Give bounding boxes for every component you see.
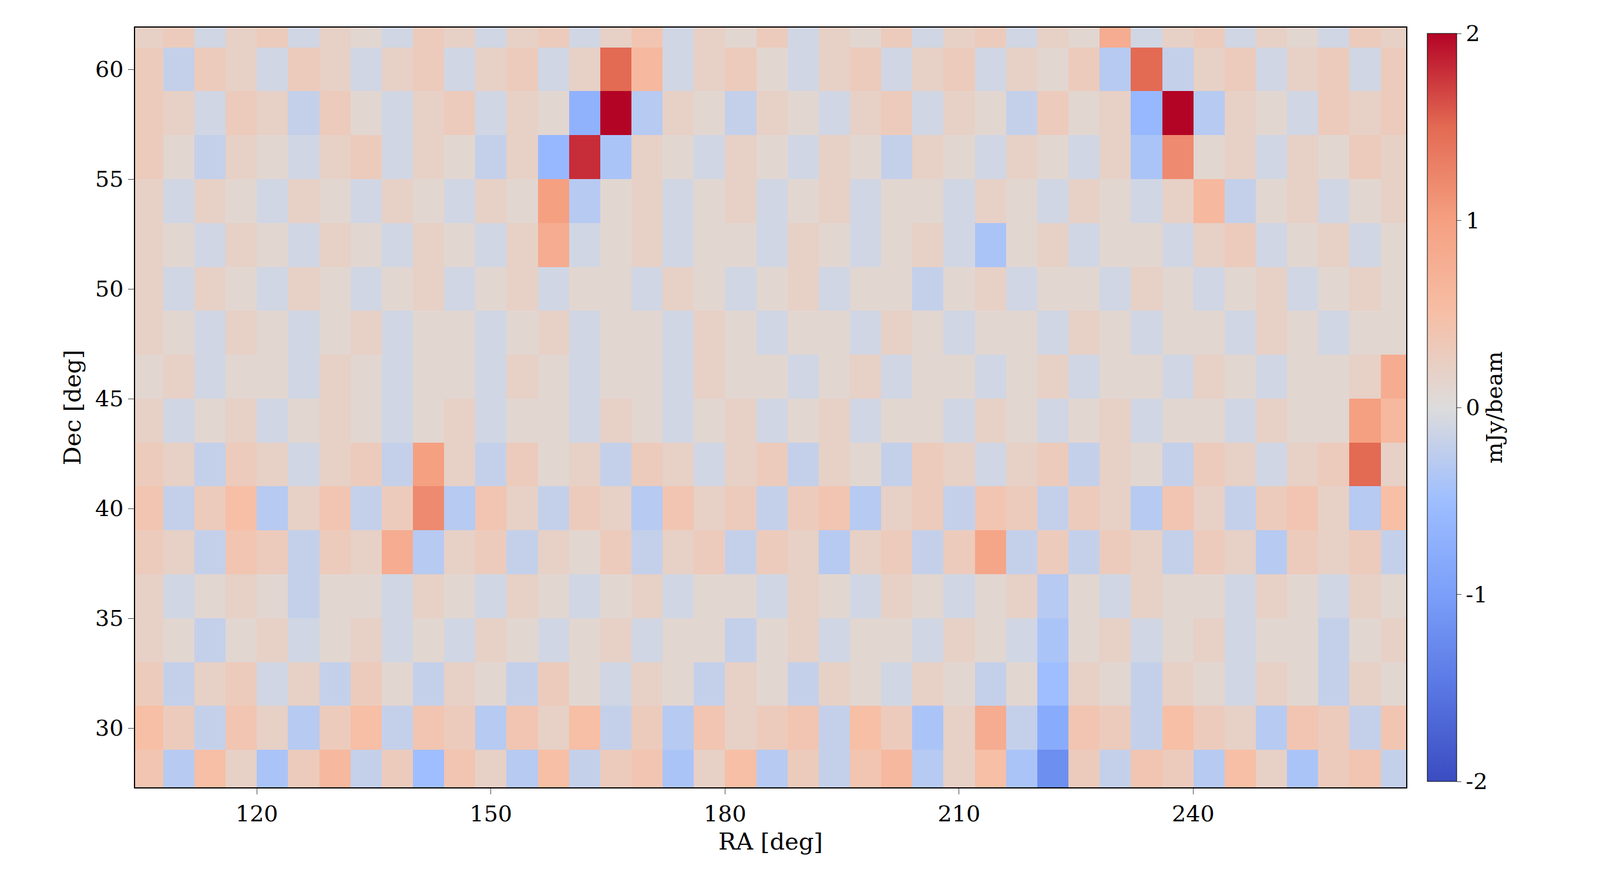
svg-text:-1: -1 — [1466, 582, 1488, 608]
svg-text:mJy/beam: mJy/beam — [1481, 351, 1508, 464]
svg-text:150: 150 — [469, 801, 513, 828]
svg-text:Dec [deg]: Dec [deg] — [58, 350, 86, 466]
svg-text:0: 0 — [1466, 394, 1481, 421]
svg-text:30: 30 — [95, 715, 124, 742]
svg-text:-2: -2 — [1466, 768, 1488, 795]
svg-text:40: 40 — [95, 495, 124, 522]
svg-text:120: 120 — [235, 801, 279, 828]
svg-text:55: 55 — [95, 166, 124, 193]
svg-text:50: 50 — [95, 276, 124, 302]
svg-text:240: 240 — [1171, 801, 1215, 828]
svg-text:180: 180 — [703, 801, 747, 828]
svg-text:45: 45 — [95, 385, 124, 412]
svg-text:35: 35 — [95, 605, 124, 632]
svg-text:210: 210 — [938, 801, 981, 828]
svg-text:1: 1 — [1466, 207, 1481, 234]
svg-text:60: 60 — [95, 56, 124, 83]
svg-text:RA [deg]: RA [deg] — [718, 828, 823, 856]
svg-text:2: 2 — [1466, 20, 1481, 47]
